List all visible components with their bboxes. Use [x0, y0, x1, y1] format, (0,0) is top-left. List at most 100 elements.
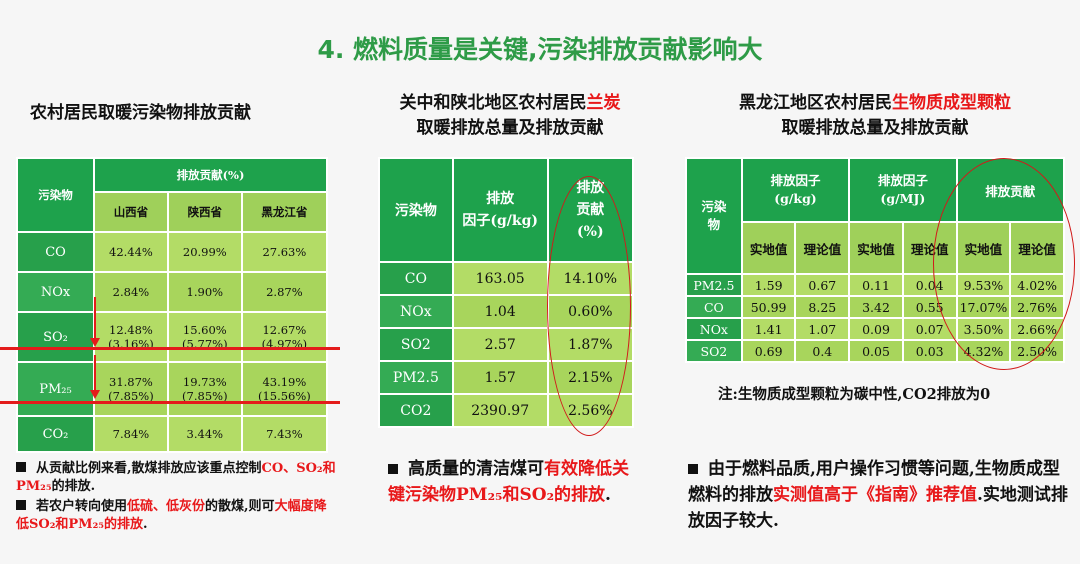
row-pollutant: PM₂₅: [16, 361, 95, 417]
row-pollutant: CO: [685, 295, 743, 319]
table-row: NOx 2.84% 1.90% 2.87%: [16, 271, 329, 313]
province-header: 陕西省: [166, 191, 243, 233]
col-pollutant: 污染物: [378, 157, 454, 263]
row-pollutant: NOx: [378, 294, 454, 329]
table-cell: 7.43%: [240, 415, 329, 453]
row-pollutant: NOx: [16, 271, 95, 313]
right-note: 注:生物质成型颗粒为碳中性,CO2排放为0: [718, 386, 991, 403]
cell-value: 2.87%: [266, 285, 303, 299]
cell-value: 15.60%: [182, 323, 227, 337]
arrow-down-head: [90, 390, 100, 399]
row-pollutant: SO2: [378, 327, 454, 362]
table-cell: 0.05: [848, 339, 904, 363]
table-cell: 2.57: [451, 327, 549, 362]
table-cell: 50.99: [740, 295, 797, 319]
table-cell: 43.19% (15.56%): [240, 361, 329, 417]
highlight-line-top: [0, 347, 340, 350]
col-group: 排放贡献(%): [93, 157, 328, 193]
cell-value: 43.19%: [262, 375, 307, 389]
bullet-square-icon: [388, 464, 398, 474]
table-cell: 12.48% (3.16%): [93, 311, 169, 363]
table-cell: 163.05: [451, 261, 549, 296]
table-cell: 27.63%: [240, 231, 329, 273]
col-pollutant: 污染物: [685, 157, 743, 275]
mid-bullet-end: .: [605, 485, 611, 505]
table-cell: 0.67: [794, 273, 851, 297]
row-pollutant: PM2.5: [378, 360, 454, 395]
col-factor-mj: 排放因子 (g/MJ): [848, 157, 958, 223]
cell-value: 42.44%: [109, 245, 153, 259]
cell-value: 2.84%: [112, 285, 150, 299]
table-cell: 0.09: [848, 317, 904, 341]
left-table: 污染物 排放贡献(%) 山西省 陕西省 黑龙江省 CO 42.44% 20.99% 2…: [16, 157, 329, 453]
mid-heading: 关中和陕北地区农村居民兰炭 取暖排放总量及排放贡献: [360, 91, 660, 141]
mid-heading-red: 兰炭: [586, 93, 621, 113]
cell-value: 27.63%: [262, 245, 307, 259]
table-cell: 1.59: [740, 273, 797, 297]
bullet-text: 的散煤,则可: [205, 499, 275, 514]
cell-percent: (15.56%): [257, 389, 311, 403]
cell-value: 31.87%: [109, 375, 153, 389]
mid-bullet-red: 有效降低关键污染物PM₂₅和SO₂的排放: [388, 459, 629, 505]
left-bullet-1: 从贡献比例来看,散煤排放应该重点控制CO、SO₂和PM₂₅的排放.: [16, 460, 336, 496]
cell-value: 3.44%: [186, 427, 224, 441]
table-cell: 31.87% (7.85%): [93, 361, 169, 417]
bullet-highlight: CO、SO₂和PM₂₅: [16, 461, 336, 494]
col-pollutant: 污染物: [16, 157, 95, 233]
table-cell: 0.69: [740, 339, 797, 363]
table-cell: 1.57: [451, 360, 549, 395]
table-row: SO₂ 12.48% (3.16%) 15.60% (5.77%) 12.67% (4.97…: [16, 311, 329, 363]
arrow-down: [94, 297, 96, 341]
bullet-highlight: 低硫、低灰份: [127, 499, 206, 514]
cell-value: 1.90%: [186, 285, 224, 299]
right-bullet-red: 实测值高于《指南》推荐值: [773, 485, 977, 505]
table-cell: 1.07: [794, 317, 851, 341]
table-cell: 2390.97: [451, 393, 549, 428]
right-bullet: 由于燃料品质,用户操作习惯等问题,生物质成型燃料的排放实测值高于《指南》推荐值.…: [688, 456, 1068, 534]
arrow-down-head: [90, 338, 100, 347]
right-bullet-end: .实地测试排放因子较大.: [688, 485, 1068, 531]
right-heading-line2: 取暖排放总量及排放贡献: [781, 118, 969, 138]
table-cell: 1.04: [451, 294, 549, 329]
table-cell: 1.41: [740, 317, 797, 341]
mid-heading-line2: 取暖排放总量及排放贡献: [416, 118, 604, 138]
table-cell: 20.99%: [166, 231, 243, 273]
row-pollutant: CO₂: [16, 415, 95, 453]
table-cell: 7.84%: [93, 415, 169, 453]
bullet-text: 从贡献比例来看,散煤排放应该重点控制: [36, 461, 262, 476]
province-header: 山西省: [93, 191, 169, 233]
mid-bullet-text: 高质量的清洁煤可: [408, 459, 544, 479]
cell-value: 19.73%: [182, 375, 227, 389]
cell-value: 12.67%: [262, 323, 307, 337]
table-cell: 0.4: [794, 339, 851, 363]
mid-heading-line1: 关中和陕北地区农村居民: [399, 93, 587, 113]
table-cell: 1.90%: [166, 271, 243, 313]
table-row: CO₂ 7.84% 3.44% 7.43%: [16, 415, 329, 453]
left-bullet-2: 若农户转向使用低硫、低灰份的散煤,则可大幅度降低SO₂和PM₂₅的排放.: [16, 498, 336, 534]
sub-header: 理论值: [794, 221, 851, 275]
col-pollutant-label: 污染物: [701, 199, 727, 232]
row-pollutant: NOx: [685, 317, 743, 341]
row-pollutant: CO: [16, 231, 95, 273]
table-cell: 19.73% (7.85%): [166, 361, 243, 417]
bullet-text: .: [142, 517, 148, 532]
cell-value: 12.48%: [109, 323, 153, 337]
row-pollutant: SO2: [685, 339, 743, 363]
cell-value: 7.43%: [266, 427, 303, 441]
table-cell: 15.60% (5.77%): [166, 311, 243, 363]
row-pollutant: CO2: [378, 393, 454, 428]
table-cell: 3.42: [848, 295, 904, 319]
bullet-square-icon: [16, 500, 26, 510]
table-cell: 0.03: [901, 339, 958, 363]
cell-percent: (7.85%): [182, 389, 228, 403]
highlight-line-bottom: [0, 401, 340, 404]
slide-title: 4. 燃料质量是关键,污染排放贡献影响大: [317, 35, 763, 64]
right-heading: 黑龙江地区农村居民生物质成型颗粒 取暖排放总量及排放贡献: [690, 91, 1060, 141]
cell-percent: (7.85%): [108, 389, 154, 403]
table-row: CO 42.44% 20.99% 27.63%: [16, 231, 329, 273]
col-factor: 排放 因子(g/kg): [451, 157, 549, 263]
bullet-text: 若农户转向使用: [36, 499, 128, 514]
table-cell: 2.87%: [240, 271, 329, 313]
cell-value: 7.84%: [112, 427, 150, 441]
row-pollutant: CO: [378, 261, 454, 296]
